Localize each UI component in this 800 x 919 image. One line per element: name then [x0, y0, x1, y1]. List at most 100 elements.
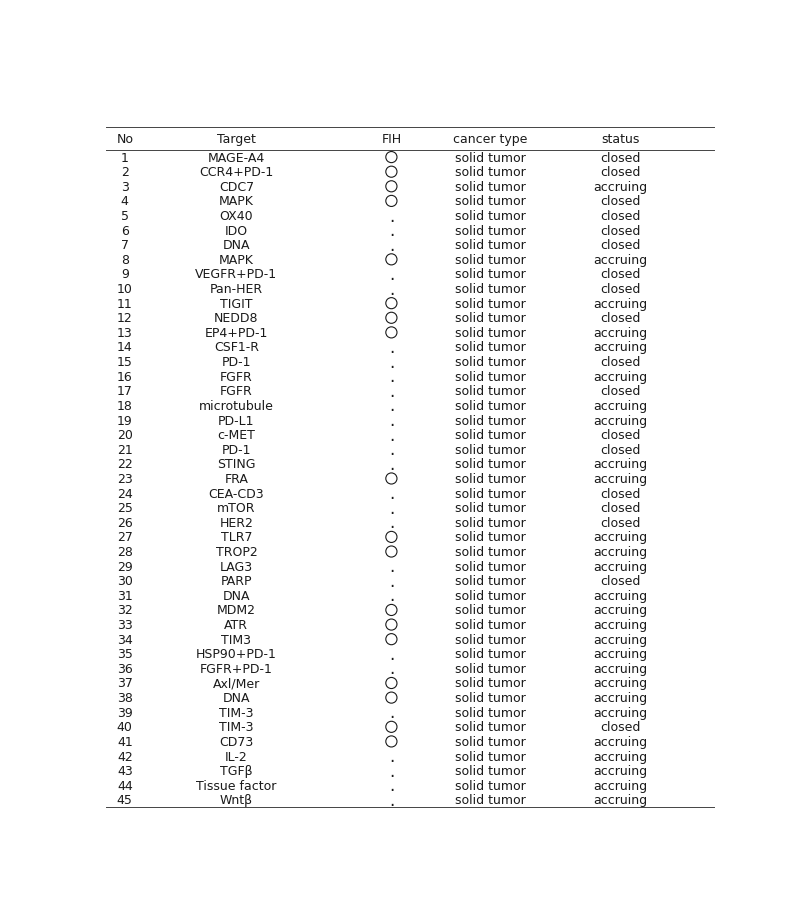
Text: solid tumor: solid tumor	[455, 720, 526, 733]
Text: TIM-3: TIM-3	[219, 720, 254, 733]
Text: 7: 7	[121, 239, 129, 252]
Text: Tissue factor: Tissue factor	[196, 779, 277, 792]
Text: TROP2: TROP2	[215, 546, 258, 559]
Text: TIM3: TIM3	[222, 633, 251, 646]
Text: closed: closed	[601, 574, 641, 587]
Text: PARP: PARP	[221, 574, 252, 587]
Text: solid tumor: solid tumor	[455, 793, 526, 807]
Text: 35: 35	[117, 648, 133, 661]
Text: accruing: accruing	[594, 618, 648, 631]
Text: closed: closed	[601, 428, 641, 442]
Text: solid tumor: solid tumor	[455, 750, 526, 763]
Text: HSP90+PD-1: HSP90+PD-1	[196, 648, 277, 661]
Text: accruing: accruing	[594, 663, 648, 675]
Text: 26: 26	[117, 516, 133, 529]
Text: 15: 15	[117, 356, 133, 369]
Text: 39: 39	[117, 706, 133, 719]
Text: solid tumor: solid tumor	[455, 385, 526, 398]
Text: closed: closed	[601, 283, 641, 296]
Text: .: .	[389, 777, 394, 794]
Text: cancer type: cancer type	[454, 133, 528, 146]
Text: solid tumor: solid tumor	[455, 604, 526, 617]
Text: NEDD8: NEDD8	[214, 312, 258, 325]
Text: closed: closed	[601, 487, 641, 500]
Text: solid tumor: solid tumor	[455, 531, 526, 544]
Text: closed: closed	[601, 152, 641, 165]
Text: 5: 5	[121, 210, 129, 222]
Text: 19: 19	[117, 414, 133, 427]
Text: solid tumor: solid tumor	[455, 458, 526, 471]
Text: 30: 30	[117, 574, 133, 587]
Text: solid tumor: solid tumor	[455, 633, 526, 646]
Text: accruing: accruing	[594, 735, 648, 748]
Text: Pan-HER: Pan-HER	[210, 283, 263, 296]
Text: 22: 22	[117, 458, 133, 471]
Text: accruing: accruing	[594, 254, 648, 267]
Text: .: .	[389, 645, 394, 664]
Text: solid tumor: solid tumor	[455, 618, 526, 631]
Text: 14: 14	[117, 341, 133, 354]
Text: MAGE-A4: MAGE-A4	[208, 152, 265, 165]
Text: 17: 17	[117, 385, 133, 398]
Text: solid tumor: solid tumor	[455, 663, 526, 675]
Text: accruing: accruing	[594, 750, 648, 763]
Text: solid tumor: solid tumor	[455, 298, 526, 311]
Text: closed: closed	[601, 312, 641, 325]
Text: closed: closed	[601, 356, 641, 369]
Text: solid tumor: solid tumor	[455, 326, 526, 339]
Text: solid tumor: solid tumor	[455, 560, 526, 573]
Text: 21: 21	[117, 443, 133, 456]
Text: closed: closed	[601, 224, 641, 237]
Text: 6: 6	[121, 224, 129, 237]
Text: Target: Target	[217, 133, 256, 146]
Text: solid tumor: solid tumor	[455, 502, 526, 515]
Text: 4: 4	[121, 195, 129, 209]
Text: solid tumor: solid tumor	[455, 210, 526, 222]
Text: solid tumor: solid tumor	[455, 341, 526, 354]
Text: 34: 34	[117, 633, 133, 646]
Text: accruing: accruing	[594, 560, 648, 573]
Text: accruing: accruing	[594, 400, 648, 413]
Text: solid tumor: solid tumor	[455, 224, 526, 237]
Text: TGFβ: TGFβ	[220, 765, 253, 777]
Text: 41: 41	[117, 735, 133, 748]
Text: 10: 10	[117, 283, 133, 296]
Text: accruing: accruing	[594, 298, 648, 311]
Text: .: .	[389, 368, 394, 386]
Text: .: .	[389, 266, 394, 284]
Text: .: .	[389, 456, 394, 473]
Text: closed: closed	[601, 502, 641, 515]
Text: 37: 37	[117, 676, 133, 690]
Text: Wntβ: Wntβ	[220, 793, 253, 807]
Text: closed: closed	[601, 239, 641, 252]
Text: accruing: accruing	[594, 633, 648, 646]
Text: CDC7: CDC7	[219, 181, 254, 194]
Text: FGFR+PD-1: FGFR+PD-1	[200, 663, 273, 675]
Text: .: .	[389, 208, 394, 225]
Text: solid tumor: solid tumor	[455, 152, 526, 165]
Text: 8: 8	[121, 254, 129, 267]
Text: accruing: accruing	[594, 472, 648, 485]
Text: closed: closed	[601, 385, 641, 398]
Text: accruing: accruing	[594, 341, 648, 354]
Text: .: .	[389, 338, 394, 357]
Text: 9: 9	[121, 268, 129, 281]
Text: .: .	[389, 791, 394, 809]
Text: .: .	[389, 660, 394, 677]
Text: 18: 18	[117, 400, 133, 413]
Text: DNA: DNA	[222, 589, 250, 602]
Text: .: .	[389, 514, 394, 532]
Text: MAPK: MAPK	[219, 195, 254, 209]
Text: CSF1-R: CSF1-R	[214, 341, 259, 354]
Text: .: .	[389, 280, 394, 299]
Text: DNA: DNA	[222, 239, 250, 252]
Text: status: status	[602, 133, 640, 146]
Text: solid tumor: solid tumor	[455, 166, 526, 179]
Text: 24: 24	[117, 487, 133, 500]
Text: FIH: FIH	[382, 133, 402, 146]
Text: solid tumor: solid tumor	[455, 546, 526, 559]
Text: FGFR: FGFR	[220, 385, 253, 398]
Text: accruing: accruing	[594, 765, 648, 777]
Text: MAPK: MAPK	[219, 254, 254, 267]
Text: 12: 12	[117, 312, 133, 325]
